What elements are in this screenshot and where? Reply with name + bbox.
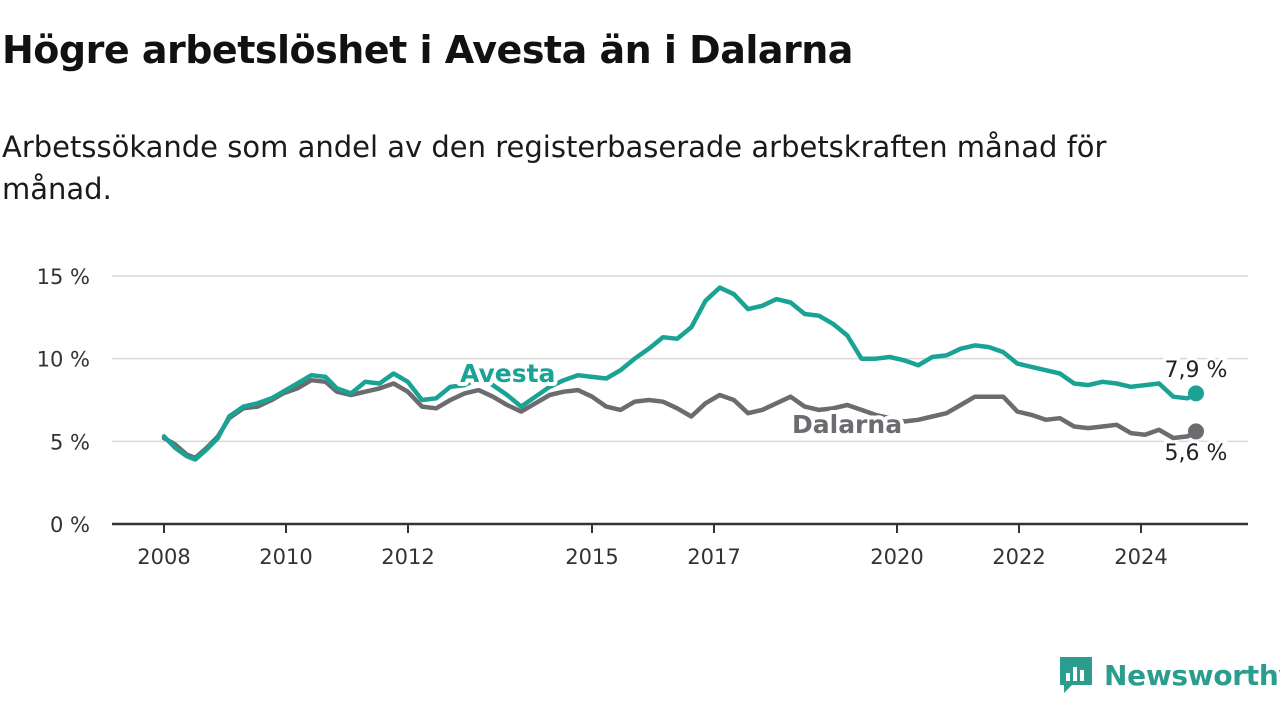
- newsworthy-chart-logo-icon: [1060, 657, 1092, 693]
- x-axis: 2008 2010 2012 2015 2017 2020 2022 2024: [112, 522, 1248, 569]
- x-tick-label: 2015: [565, 545, 618, 569]
- series-line-avesta: [161, 285, 1199, 462]
- x-tick-label: 2020: [870, 545, 923, 569]
- series-label-avesta: Avesta: [460, 359, 555, 388]
- x-tick-label: 2022: [992, 545, 1045, 569]
- y-tick-label: 0 %: [50, 513, 90, 537]
- y-tick-label: 5 %: [50, 430, 90, 454]
- series-label-dalarna: Dalarna: [792, 410, 902, 439]
- series-label-dalarna-halo: Dalarna: [792, 410, 902, 439]
- brand-name: Newsworthy: [1104, 658, 1280, 692]
- x-tick-label: 2010: [259, 545, 312, 569]
- end-value-label-dalarna-halo: 5,6 %: [1165, 441, 1228, 466]
- series-line-dalarna: [161, 377, 1199, 461]
- chart-subtitle: Arbetssökande som andel av den registerb…: [2, 130, 1107, 206]
- end-value-label-avesta: 7,9 %: [1165, 358, 1228, 383]
- series-end-point-dalarna: [1188, 423, 1204, 440]
- y-tick-label: 10 %: [37, 348, 90, 372]
- x-tick-label: 2024: [1114, 545, 1167, 569]
- x-tick-label: 2008: [137, 545, 190, 569]
- series-end-point-avesta: [1188, 385, 1204, 402]
- end-value-label-dalarna: 5,6 %: [1165, 441, 1228, 466]
- x-tick-label: 2017: [687, 545, 740, 569]
- chart-title: Högre arbetslöshet i Avesta än i Dalarna: [2, 28, 853, 72]
- y-tick-label: 15 %: [37, 265, 90, 289]
- newsworthy-logo[interactable]: Newsworthy: [1058, 654, 1280, 696]
- x-tick-label: 2012: [381, 545, 434, 569]
- series-lines: [161, 285, 1204, 462]
- series-label-avesta-halo: Avesta: [460, 359, 555, 388]
- gridlines: [112, 275, 1248, 443]
- end-value-label-avesta-halo: 7,9 %: [1165, 358, 1228, 383]
- y-axis-ticks: 0 % 5 % 10 % 15 %: [37, 265, 90, 537]
